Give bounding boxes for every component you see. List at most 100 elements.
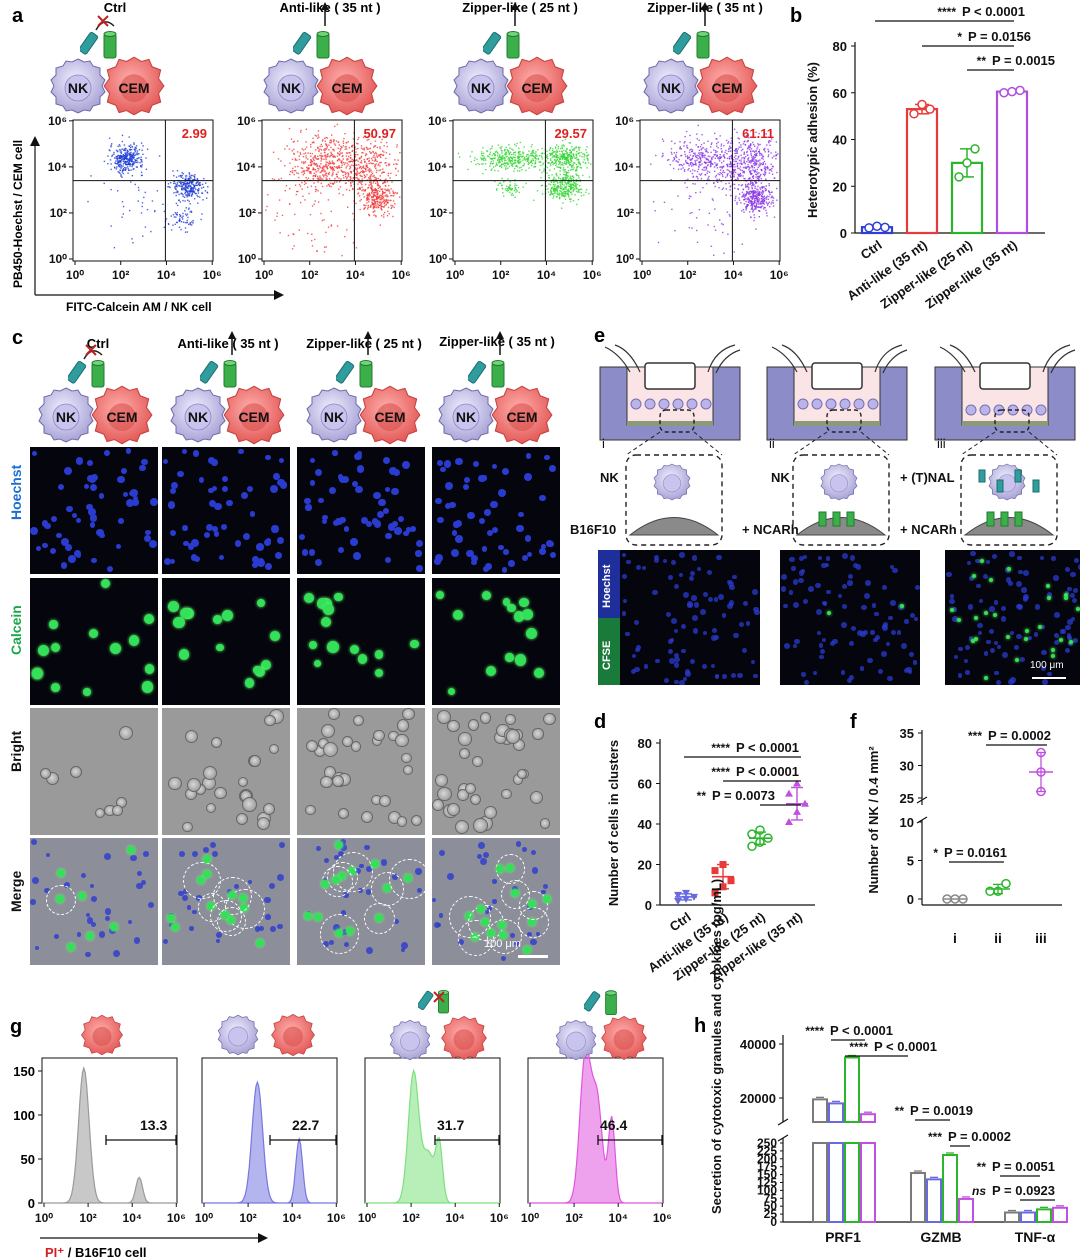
flow-event-dot [765, 198, 768, 200]
flow-event-dot [511, 163, 514, 166]
flow-event-dot [350, 184, 352, 186]
flow-event-dot [362, 166, 364, 169]
flow-event-dot [184, 213, 187, 215]
flow-event-dot [504, 157, 506, 159]
flow-event-dot [121, 169, 124, 171]
flow-event-dot [764, 190, 767, 192]
x-tick-label: 10⁶ [167, 1211, 186, 1225]
flow-event-dot [531, 155, 533, 157]
zoom-detail [960, 454, 1058, 546]
flow-event-dot [758, 216, 760, 218]
flow-event-dot [110, 144, 112, 147]
flow-event-dot [357, 160, 359, 162]
flow-event-dot [721, 166, 723, 168]
flow-event-dot [561, 150, 563, 152]
cell-bright [396, 719, 410, 733]
flow-event-dot [548, 177, 550, 179]
nk-cell-icon [658, 398, 670, 410]
flow-event-dot [739, 172, 741, 175]
flow-event-dot [713, 225, 715, 228]
flow-event-dot [754, 199, 757, 202]
flow-event-dot [366, 164, 368, 167]
flow-event-dot [300, 153, 302, 155]
flow-event-dot [711, 163, 713, 165]
cell-bright [337, 807, 350, 820]
flow-event-dot [324, 170, 326, 172]
flow-event-dot [184, 191, 187, 194]
flow-event-dot [652, 201, 655, 203]
flow-event-dot [140, 158, 142, 161]
flow-event-dot [115, 157, 118, 160]
flow-event-dot [720, 156, 722, 158]
cell-bright [372, 729, 385, 742]
flow-event-dot [555, 189, 557, 191]
flow-event-dot [752, 169, 754, 171]
flow-event-dot [556, 154, 559, 157]
flow-event-dot [508, 144, 510, 146]
flow-event-dot [703, 167, 705, 169]
flow-event-dot [751, 206, 753, 208]
nucleus [269, 485, 278, 494]
flow-event-dot [115, 149, 118, 152]
flow-event-dot [126, 151, 128, 154]
flow-event-dot [387, 172, 390, 175]
nucleus [392, 521, 399, 527]
nucleus [435, 497, 442, 505]
nucleus [484, 509, 491, 516]
flow-event-dot [518, 155, 520, 158]
flow-event-dot [575, 185, 577, 187]
flow-event-dot [569, 152, 571, 154]
nucleus [249, 511, 256, 517]
flow-event-dot [130, 181, 132, 183]
y-tick-label: 0 [645, 898, 652, 913]
flow-event-dot [375, 178, 378, 180]
flow-event-dot [563, 154, 566, 156]
flow-event-dot [510, 153, 513, 156]
flow-event-dot [684, 169, 686, 171]
nucleus [270, 926, 276, 933]
flow-event-dot [572, 153, 574, 155]
flow-event-dot [673, 156, 675, 159]
flow-event-dot [745, 198, 747, 200]
flow-event-dot [352, 242, 355, 244]
nucleus [329, 487, 337, 495]
flow-event-dot [108, 149, 110, 151]
flow-event-dot [123, 167, 126, 169]
flow-event-dot [705, 149, 707, 152]
flow-event-dot [120, 159, 123, 162]
flow-event-dot [561, 147, 564, 150]
flow-event-dot [703, 142, 705, 144]
flow-event-dot [388, 184, 390, 187]
flow-event-dot [120, 167, 122, 169]
flow-event-dot [586, 156, 588, 158]
flow-event-dot [311, 152, 313, 155]
flow-event-dot [559, 166, 561, 168]
flow-event-dot [174, 187, 176, 189]
flow-event-dot [560, 193, 562, 195]
flow-event-dot [175, 194, 177, 197]
b16f10-label: / B16F10 cell [64, 1245, 146, 1260]
flow-event-dot [732, 166, 734, 168]
flow-event-dot [753, 159, 755, 161]
transwell-unit: ii [766, 344, 908, 546]
b16f10-cell [795, 517, 887, 536]
nucleus [133, 496, 139, 502]
flow-event-dot [689, 149, 691, 151]
nucleus [547, 541, 554, 548]
flow-event-dot [573, 189, 575, 191]
flow-event-dot [501, 152, 503, 154]
flow-event-dot [720, 148, 722, 150]
flow-event-dot [372, 211, 374, 213]
flow-event-dot [178, 199, 180, 202]
nk-cell-signal [127, 846, 136, 855]
nk-cell-signal [110, 923, 119, 932]
flow-event-dot [485, 159, 487, 161]
flow-event-dot [325, 157, 327, 159]
flow-event-dot [333, 143, 336, 145]
pi-label: PI⁺ [45, 1245, 64, 1260]
flow-event-dot [567, 166, 569, 168]
flow-event-dot [192, 183, 194, 186]
flow-event-dot [141, 164, 143, 166]
flow-event-dot [484, 163, 487, 165]
